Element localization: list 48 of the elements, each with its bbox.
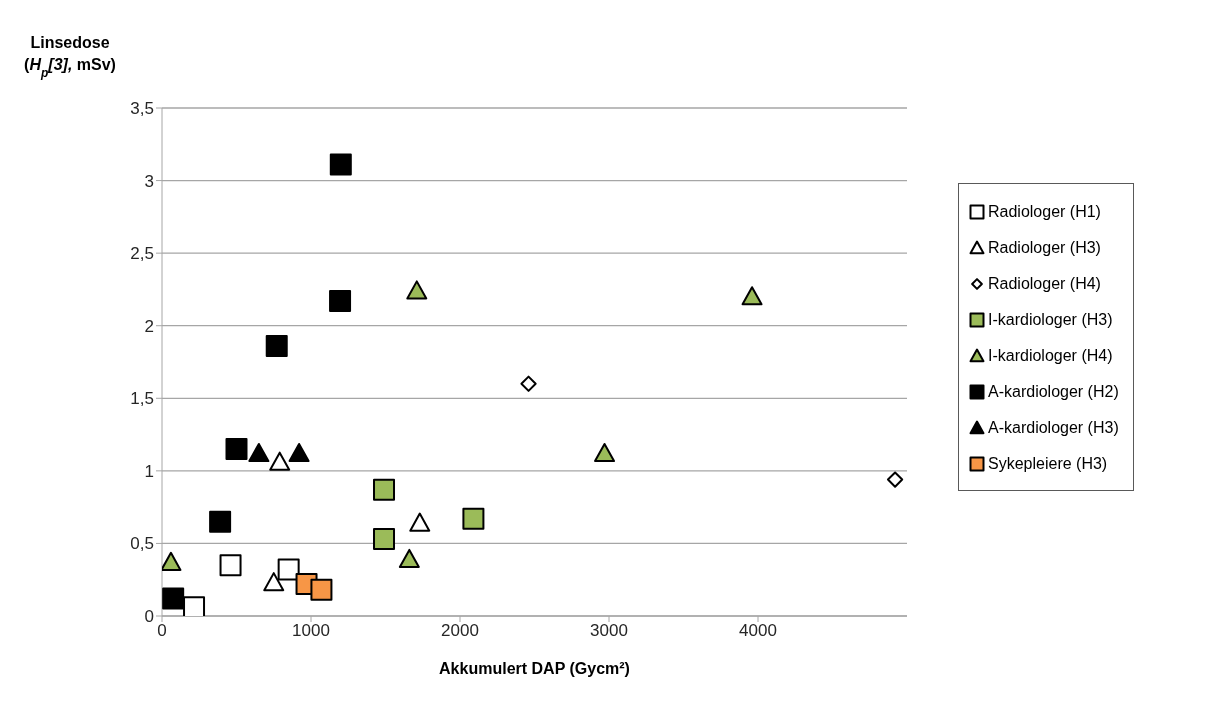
point — [520, 375, 537, 392]
point — [886, 471, 904, 488]
point — [265, 335, 288, 358]
point — [329, 290, 352, 313]
point — [248, 442, 270, 463]
point — [373, 528, 396, 551]
point — [373, 478, 396, 501]
legend-label: Radiologer (H1) — [988, 203, 1101, 221]
legend-label: I-kardiologer (H4) — [988, 347, 1113, 365]
point — [741, 286, 763, 306]
legend-label: Sykepleiere (H3) — [988, 455, 1108, 473]
x-axis-title: Akkumulert DAP (Gycm²) — [439, 660, 630, 677]
y-tick-label: 1,5 — [130, 389, 154, 409]
legend-label: I-kardiologer (H3) — [988, 311, 1113, 329]
point — [263, 572, 285, 592]
point — [162, 587, 185, 610]
point — [398, 548, 420, 568]
point — [462, 507, 485, 530]
y-tick-label: 2 — [144, 316, 154, 336]
point — [209, 510, 232, 533]
x-tick-label: 3000 — [590, 621, 628, 641]
y-tick-label: 3,5 — [130, 99, 154, 119]
legend-label: A-kardiologer (H2) — [988, 383, 1119, 401]
point — [269, 451, 291, 471]
y-tick-label: 0,5 — [130, 534, 154, 554]
point — [310, 578, 333, 601]
legend-label: A-kardiologer (H3) — [988, 419, 1119, 437]
point — [162, 551, 182, 571]
point — [277, 558, 300, 581]
x-tick-label: 4000 — [739, 621, 777, 641]
point — [288, 442, 310, 463]
x-tick-label: 2000 — [441, 621, 479, 641]
y-tick-label: 3 — [144, 171, 154, 191]
y-tick-label: 1 — [144, 461, 154, 481]
legend-label: Radiologer (H4) — [988, 275, 1101, 293]
point — [409, 512, 431, 532]
point — [225, 438, 248, 461]
point — [219, 554, 242, 577]
x-tick-label: 0 — [157, 621, 167, 641]
point — [406, 280, 428, 300]
y-tick-label: 0 — [144, 607, 154, 627]
point — [329, 153, 352, 176]
x-tick-label: 1000 — [292, 621, 330, 641]
y-axis-title: Linsedose (H$_{p}$[3], mSv) — [24, 34, 116, 80]
legend-label: Radiologer (H3) — [988, 239, 1101, 257]
point — [183, 596, 206, 616]
point — [594, 442, 616, 463]
y-tick-label: 2,5 — [130, 244, 154, 264]
